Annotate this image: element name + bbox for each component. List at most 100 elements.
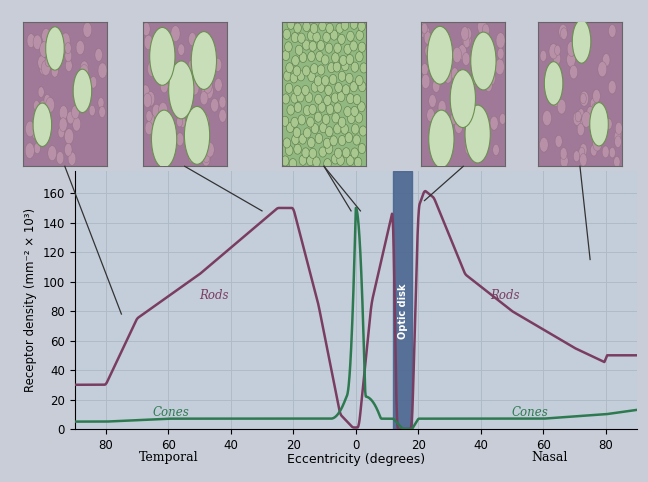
Circle shape	[99, 107, 106, 118]
Ellipse shape	[336, 23, 343, 33]
Circle shape	[434, 71, 440, 81]
Ellipse shape	[185, 107, 210, 164]
Circle shape	[43, 116, 51, 129]
Circle shape	[421, 64, 428, 75]
Circle shape	[495, 59, 504, 75]
Circle shape	[609, 147, 616, 158]
Circle shape	[27, 147, 34, 158]
Ellipse shape	[356, 76, 363, 86]
Circle shape	[614, 157, 620, 167]
Circle shape	[205, 142, 214, 157]
Ellipse shape	[341, 124, 349, 134]
Circle shape	[73, 117, 81, 131]
Ellipse shape	[338, 71, 346, 81]
Circle shape	[461, 27, 469, 40]
Circle shape	[603, 54, 610, 67]
Ellipse shape	[285, 83, 293, 94]
Circle shape	[143, 22, 150, 36]
Text: Nasal: Nasal	[531, 452, 568, 464]
Ellipse shape	[344, 107, 351, 117]
Ellipse shape	[150, 27, 175, 85]
Ellipse shape	[345, 73, 353, 83]
Ellipse shape	[321, 76, 329, 86]
Ellipse shape	[303, 66, 310, 76]
Ellipse shape	[291, 93, 299, 103]
Circle shape	[25, 143, 34, 159]
Circle shape	[580, 154, 587, 166]
Ellipse shape	[294, 86, 301, 96]
Ellipse shape	[314, 112, 322, 122]
Circle shape	[561, 28, 568, 40]
Ellipse shape	[334, 124, 341, 134]
Ellipse shape	[299, 53, 307, 63]
Ellipse shape	[347, 156, 354, 166]
Circle shape	[51, 58, 57, 68]
Circle shape	[471, 73, 478, 84]
Circle shape	[34, 143, 40, 154]
Circle shape	[421, 23, 428, 34]
Ellipse shape	[344, 44, 351, 54]
Circle shape	[145, 35, 153, 50]
Circle shape	[487, 70, 496, 85]
Ellipse shape	[347, 94, 354, 104]
Text: Rods: Rods	[490, 289, 520, 302]
Ellipse shape	[305, 93, 313, 103]
Circle shape	[176, 62, 182, 73]
Circle shape	[559, 25, 567, 39]
Ellipse shape	[358, 21, 365, 31]
Circle shape	[38, 87, 44, 97]
Circle shape	[77, 96, 84, 107]
Circle shape	[157, 53, 164, 64]
Circle shape	[496, 33, 505, 48]
Circle shape	[78, 91, 86, 104]
Ellipse shape	[340, 55, 347, 66]
Circle shape	[560, 147, 567, 160]
Ellipse shape	[309, 148, 317, 159]
Circle shape	[187, 76, 193, 87]
Circle shape	[577, 123, 584, 136]
Circle shape	[555, 135, 562, 147]
Ellipse shape	[572, 20, 591, 63]
Ellipse shape	[338, 92, 345, 102]
Circle shape	[462, 53, 470, 66]
Ellipse shape	[290, 73, 297, 83]
Circle shape	[432, 80, 440, 93]
Ellipse shape	[338, 34, 345, 44]
Circle shape	[485, 65, 494, 80]
Ellipse shape	[292, 55, 299, 66]
Ellipse shape	[350, 81, 358, 92]
Ellipse shape	[315, 134, 323, 144]
Circle shape	[189, 33, 196, 46]
Ellipse shape	[294, 144, 301, 154]
Circle shape	[590, 145, 597, 156]
Circle shape	[444, 69, 452, 83]
Circle shape	[492, 144, 500, 156]
Circle shape	[598, 128, 607, 142]
Ellipse shape	[350, 41, 358, 51]
Circle shape	[567, 41, 576, 56]
Circle shape	[557, 99, 566, 114]
Ellipse shape	[325, 144, 333, 154]
Ellipse shape	[335, 82, 342, 93]
Circle shape	[214, 58, 222, 71]
Circle shape	[167, 69, 174, 81]
Circle shape	[32, 129, 38, 139]
Ellipse shape	[295, 45, 303, 55]
Ellipse shape	[325, 43, 332, 53]
Circle shape	[200, 91, 208, 105]
Ellipse shape	[321, 55, 329, 65]
Circle shape	[573, 26, 581, 41]
Ellipse shape	[152, 110, 177, 168]
X-axis label: Eccentricity (degrees): Eccentricity (degrees)	[286, 453, 425, 466]
Circle shape	[540, 137, 548, 152]
Circle shape	[77, 91, 84, 102]
Text: Cones: Cones	[512, 406, 549, 419]
Circle shape	[64, 129, 74, 144]
Ellipse shape	[168, 61, 194, 119]
Circle shape	[204, 83, 213, 99]
Ellipse shape	[465, 105, 491, 163]
Circle shape	[171, 26, 180, 41]
Circle shape	[45, 97, 54, 112]
Circle shape	[211, 98, 218, 112]
Ellipse shape	[311, 123, 319, 134]
